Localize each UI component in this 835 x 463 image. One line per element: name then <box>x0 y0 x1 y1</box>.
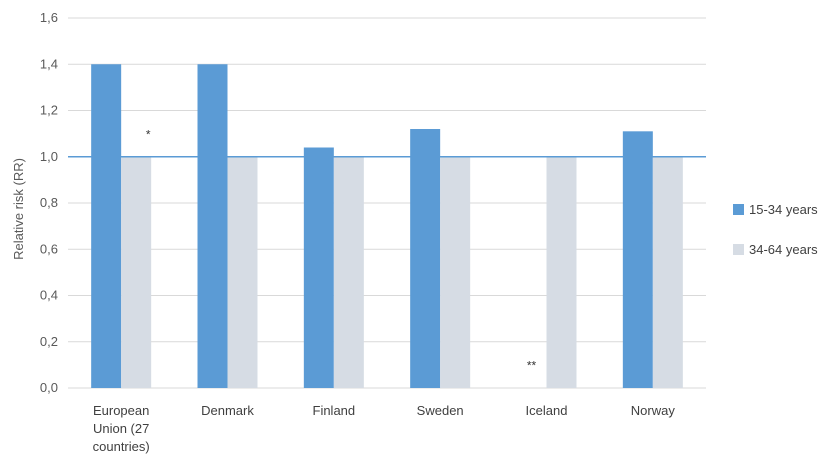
bars <box>91 64 683 388</box>
bar-series2 <box>333 156 364 388</box>
legend: 15-34 years 34-64 years <box>733 202 818 257</box>
y-tick-label: 1,0 <box>40 149 58 164</box>
bar-series1 <box>303 147 334 388</box>
y-tick-label: 1,6 <box>40 10 58 25</box>
bar-series1 <box>91 64 122 388</box>
bar-series1 <box>197 64 228 388</box>
x-axis-categories: European Union (27 countries) Denmark Finlan… <box>93 403 676 454</box>
y-tick-label: 1,2 <box>40 103 58 118</box>
bar-series2 <box>440 156 471 388</box>
y-tick-label: 1,4 <box>40 56 58 71</box>
x-category-label: Norway <box>631 403 676 418</box>
bar-series2 <box>546 156 577 388</box>
legend-label: 34-64 years <box>749 242 818 257</box>
significance-marker: ** <box>527 359 537 373</box>
x-category-label: Iceland <box>526 403 568 418</box>
x-category-label: European Union (27 countries) <box>93 403 150 454</box>
x-category-label: Sweden <box>417 403 464 418</box>
y-tick-label: 0,0 <box>40 380 58 395</box>
bar-series2 <box>227 156 258 388</box>
bar-series2 <box>121 156 152 388</box>
legend-label: 15-34 years <box>749 202 818 217</box>
x-category-label: Finland <box>313 403 356 418</box>
bar-series1 <box>622 131 653 388</box>
y-tick-label: 0,6 <box>40 241 58 256</box>
y-tick-label: 0,4 <box>40 288 58 303</box>
annotations: *** <box>146 127 537 372</box>
y-axis-label: Relative risk (RR) <box>11 158 26 260</box>
bar-series2 <box>652 156 683 388</box>
bar-series1 <box>410 129 441 388</box>
x-category-label: Denmark <box>201 403 254 418</box>
significance-marker: * <box>146 127 151 141</box>
y-tick-label: 0,8 <box>40 195 58 210</box>
legend-swatch <box>733 204 744 215</box>
legend-swatch <box>733 244 744 255</box>
y-tick-label: 0,2 <box>40 334 58 349</box>
gridlines <box>68 17 706 389</box>
y-axis-ticks: 0,0 0,2 0,4 0,6 0,8 1,0 1,2 1,4 1,6 <box>40 10 58 395</box>
